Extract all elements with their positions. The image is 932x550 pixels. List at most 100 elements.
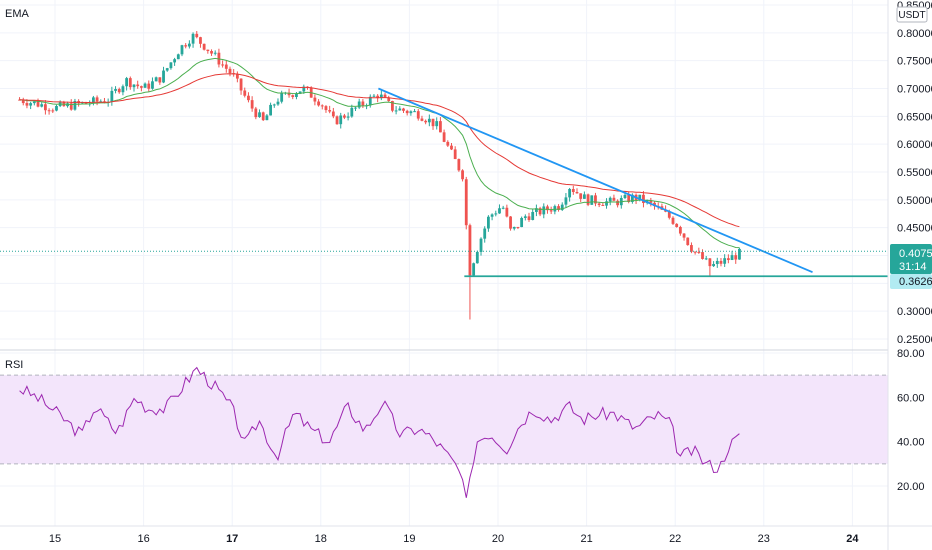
candle (605, 198, 608, 209)
rsi-line-group (19, 366, 740, 498)
rsi-tick-label: 80.00 (897, 348, 925, 360)
candle-body (224, 64, 228, 69)
candle (136, 80, 140, 89)
candle (121, 84, 125, 96)
descending-trendline[interactable] (378, 87, 813, 274)
candle (509, 216, 512, 231)
candle (427, 114, 431, 127)
candle (568, 187, 572, 202)
candle (210, 49, 213, 56)
candle (594, 192, 597, 207)
candle-body (627, 194, 631, 202)
rsi-overbought-oversold-band (0, 375, 888, 464)
candle (708, 258, 712, 277)
candle (520, 216, 524, 228)
candle-body (690, 245, 693, 252)
candle-body (487, 216, 490, 229)
candle-body (110, 90, 114, 102)
price-axis-ticks[interactable]: 0.850000.800000.750000.700000.650000.600… (897, 0, 932, 346)
candle-body (239, 78, 243, 91)
candle-body (91, 97, 95, 104)
candle (206, 49, 210, 54)
candle (549, 206, 553, 215)
candle-body (368, 96, 372, 106)
candle (571, 185, 575, 195)
candle-body (180, 45, 184, 55)
candle-body (523, 216, 527, 218)
candle-body (464, 179, 468, 226)
candle (224, 60, 228, 73)
candle-body (509, 216, 512, 229)
candle-body (335, 116, 339, 125)
candle-body (697, 251, 701, 253)
candle-body (579, 193, 583, 199)
candle-body (571, 189, 575, 193)
candle (442, 129, 446, 143)
candle (235, 71, 239, 83)
rsi-pane-label[interactable]: RSI (5, 359, 23, 371)
candle-countdown: 31:14 (899, 261, 927, 273)
candle-body (520, 217, 524, 228)
candle-body (675, 223, 679, 227)
candle-body (479, 238, 483, 252)
candle-body (693, 251, 697, 253)
candle-body (272, 104, 276, 106)
currency-unit-button[interactable]: USDT (896, 6, 928, 23)
candle (328, 105, 332, 114)
chart-drawings (0, 87, 888, 278)
candle (479, 237, 483, 256)
candle (431, 118, 435, 130)
candle (343, 113, 346, 120)
candle (276, 98, 280, 106)
time-tick-label: 22 (669, 533, 681, 545)
candle (243, 87, 247, 98)
candle (557, 204, 560, 212)
candle (424, 119, 428, 125)
price-pane-label[interactable]: EMA (5, 8, 30, 20)
candle-body (738, 248, 741, 260)
candle-body (616, 200, 620, 206)
candle-body (18, 99, 21, 101)
candle (139, 85, 143, 92)
rsi-axis-ticks[interactable]: 80.00 60.00 40.00 20.00 (897, 348, 925, 493)
candle-body (424, 120, 428, 123)
candle (272, 103, 276, 108)
candle-body (435, 121, 439, 127)
candle-body (114, 89, 117, 91)
candle (383, 92, 387, 98)
candle-body (575, 192, 579, 194)
candle-body (431, 118, 435, 127)
candle (420, 115, 424, 122)
candle-body (151, 81, 154, 89)
candle-body (582, 194, 586, 199)
candle-body (667, 211, 671, 218)
candle-body (280, 93, 284, 102)
candle-body (331, 111, 335, 117)
rsi-line[interactable] (19, 366, 740, 498)
candle (187, 40, 191, 49)
candle (151, 77, 154, 90)
candle (239, 78, 243, 95)
candle-body (250, 100, 254, 109)
candle-body (682, 233, 686, 238)
price-tick-label: 0.25000 (897, 334, 932, 346)
time-axis-ticks[interactable]: 15 16 17 18 19 20 21 22 23 24 (49, 533, 860, 545)
ema-fast-line[interactable] (19, 57, 740, 249)
candle (475, 250, 479, 264)
candle-body (534, 208, 538, 212)
candle-body (147, 83, 151, 89)
candle-body (162, 70, 165, 83)
candle-body (590, 195, 594, 205)
candle-body (546, 206, 549, 211)
candle (527, 212, 531, 222)
candle-body (254, 108, 258, 118)
candle-body (136, 84, 140, 87)
candle (461, 169, 464, 182)
candle-body (184, 45, 188, 47)
candle (221, 60, 225, 68)
candle-body (726, 258, 730, 261)
candle-body (601, 204, 605, 206)
candle-body (549, 210, 553, 212)
candle-body (361, 101, 365, 106)
